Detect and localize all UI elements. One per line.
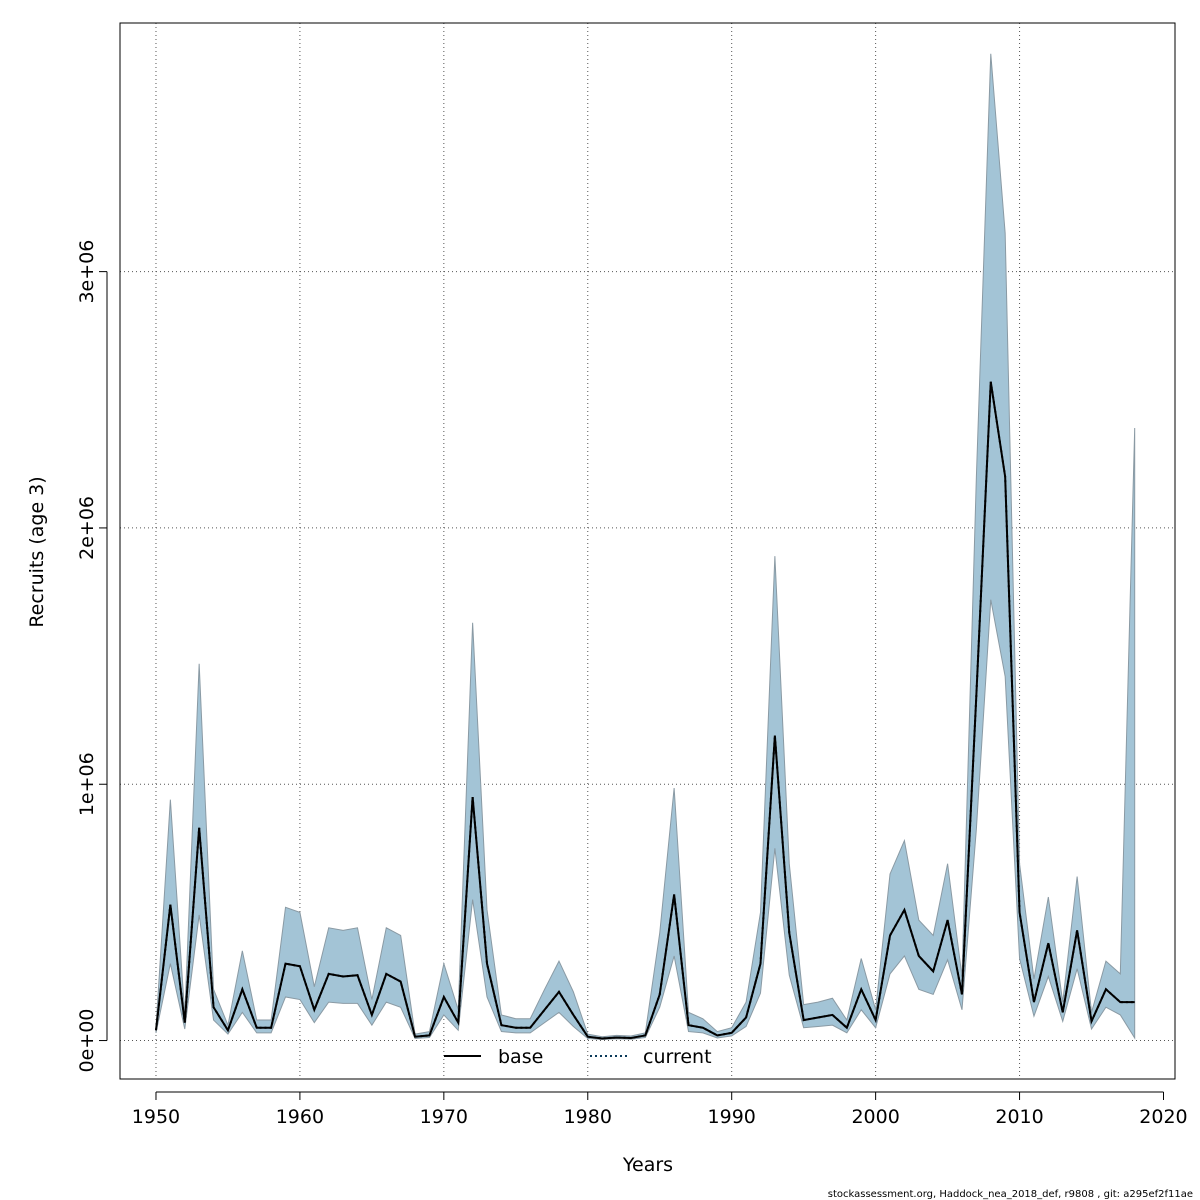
legend: base current (444, 1046, 712, 1068)
footer-credit: stockassessment.org, Haddock_nea_2018_de… (828, 1189, 1193, 1200)
x-axis: 1950 1960 1970 1980 1990 2000 2010 2020 (132, 1091, 1188, 1128)
x-tick-label: 1970 (420, 1106, 468, 1128)
x-tick-label: 1980 (564, 1106, 612, 1128)
x-tick-label: 1960 (276, 1106, 324, 1128)
legend-base-label: base (498, 1046, 543, 1068)
y-axis: 0e+00 1e+06 2e+06 3e+06 (76, 240, 108, 1073)
x-tick-label: 2010 (995, 1106, 1043, 1128)
x-tick-label: 1950 (132, 1106, 180, 1128)
y-tick-label: 1e+06 (76, 752, 98, 816)
y-tick-label: 0e+00 (76, 1009, 98, 1073)
y-tick-label: 3e+06 (76, 240, 98, 304)
x-axis-title: Years (622, 1154, 673, 1176)
x-tick-label: 2000 (851, 1106, 899, 1128)
plot-frame (119, 22, 1176, 1080)
y-axis-title: Recruits (age 3) (26, 476, 48, 627)
confidence-band (155, 53, 1136, 1041)
x-tick-label: 2020 (1139, 1106, 1187, 1128)
y-tick-label: 2e+06 (76, 496, 98, 560)
series-lines (154, 381, 1135, 1040)
legend-current-label: current (643, 1046, 712, 1068)
x-tick-label: 1990 (708, 1106, 756, 1128)
current-series-line (154, 381, 1135, 1040)
